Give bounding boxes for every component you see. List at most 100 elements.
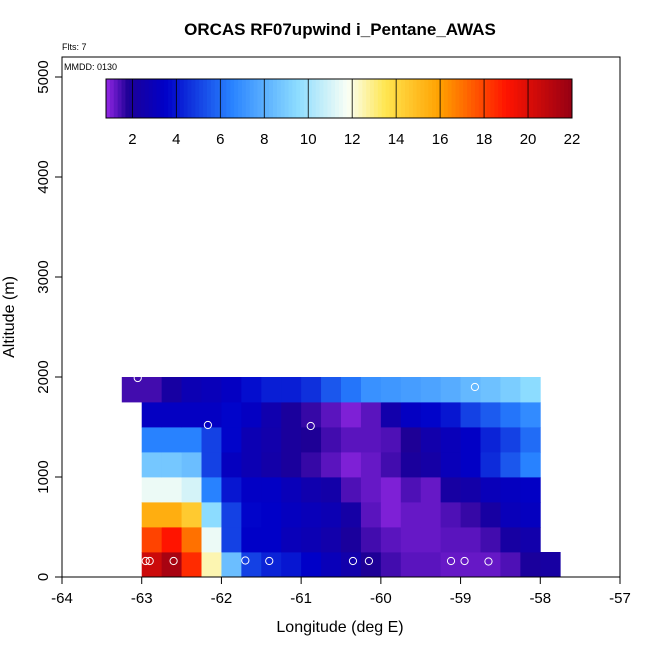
heatmap-cell — [281, 477, 302, 503]
colorbar-tick-label: 6 — [216, 131, 224, 148]
heatmap-cell — [301, 527, 322, 553]
heatmap-cell — [480, 527, 501, 553]
colorbar-segment — [172, 79, 177, 118]
heatmap-cell — [321, 477, 342, 503]
colorbar-segment — [261, 79, 266, 118]
sample-point — [306, 421, 315, 431]
colorbar-segment — [292, 79, 297, 118]
heatmap-cell — [420, 452, 442, 478]
heatmap-cell — [141, 377, 163, 403]
colorbar-segment — [544, 79, 550, 118]
heatmap-cell — [440, 402, 461, 428]
colorbar-segment — [502, 79, 507, 118]
colorbar-segment — [331, 79, 336, 118]
colorbar-segment — [140, 79, 146, 118]
heatmap-cell — [161, 477, 182, 503]
colorbar-segment — [381, 79, 387, 118]
sample-point — [265, 556, 274, 566]
y-tick-label: 1000 — [35, 460, 52, 493]
heatmap-cell — [201, 527, 222, 553]
colorbar-segment — [467, 79, 472, 118]
heatmap-cell — [360, 377, 382, 403]
chart-title: ORCAS RF07upwind i_Pentane_AWAS — [184, 20, 496, 39]
heatmap-cell — [121, 377, 143, 403]
heatmap-cell — [201, 502, 222, 528]
heatmap-cell — [321, 377, 342, 403]
heatmap-cell — [321, 452, 342, 478]
heatmap-cell — [201, 402, 222, 428]
sample-point — [348, 556, 358, 566]
colorbar-segment — [203, 79, 208, 118]
heatmap-cell — [500, 377, 521, 403]
colorbar-segment — [179, 79, 185, 118]
colorbar-segment — [393, 79, 398, 118]
heatmap-cell — [201, 427, 222, 453]
colorbar-segment — [451, 79, 456, 118]
sample-point — [364, 556, 373, 566]
colorbar-segment — [373, 79, 379, 118]
heatmap-cell — [420, 377, 442, 403]
heatmap-cell — [480, 377, 501, 403]
colorbar-segment — [257, 79, 262, 118]
heatmap-cell — [181, 477, 202, 503]
sample-point — [446, 556, 456, 566]
colorbar-tick-label: 2 — [128, 131, 136, 148]
heatmap-cell — [460, 527, 481, 553]
colorbar-segment — [521, 79, 526, 118]
x-axis-label: Longitude (deg E) — [276, 619, 403, 636]
colorbar-segment — [238, 79, 243, 118]
heatmap-cell — [181, 552, 202, 578]
colorbar-segment — [195, 79, 200, 118]
date-annotation: MMDD: 0130 — [64, 62, 117, 72]
heatmap-cell — [440, 477, 461, 503]
heatmap-cell — [360, 452, 382, 478]
heatmap-cell — [400, 502, 422, 528]
colorbar-tick-label: 22 — [564, 131, 581, 148]
sample-point — [133, 373, 142, 383]
colorbar-segment — [447, 79, 453, 118]
heatmap-cell — [201, 452, 222, 478]
colorbar-segment — [121, 79, 126, 118]
heatmap-cell — [141, 477, 163, 503]
heatmap-cell — [400, 377, 422, 403]
colorbar-segment — [540, 79, 546, 118]
colorbar-segment — [486, 79, 491, 118]
colorbar-segment — [335, 79, 340, 118]
colorbar-segment — [416, 79, 422, 118]
heatmap-cell — [281, 552, 302, 578]
heatmap-cell — [241, 552, 262, 578]
heatmap-cell — [341, 452, 362, 478]
heatmap-cell — [281, 402, 302, 428]
heatmap-cell — [500, 552, 521, 578]
heatmap-cell — [341, 402, 362, 428]
colorbar-segment — [560, 79, 565, 118]
heatmap-cell — [400, 452, 422, 478]
heatmap-cell — [261, 527, 282, 553]
colorbar-segment — [478, 79, 484, 118]
heatmap-cell — [400, 477, 422, 503]
colorbar-segment — [463, 79, 468, 118]
colorbar-segment — [358, 79, 363, 118]
heatmap-cell — [241, 427, 262, 453]
colorbar-segment — [253, 79, 258, 118]
heatmap-cell — [221, 402, 242, 428]
colorbar-segment — [226, 79, 231, 118]
colorbar-segment — [370, 79, 375, 118]
colorbar-segment — [304, 79, 309, 118]
colorbar-segment — [183, 79, 189, 118]
heatmap-cell — [341, 377, 362, 403]
colorbar-segment — [389, 79, 394, 118]
x-tick-label: -59 — [450, 590, 472, 607]
heatmap-cell — [420, 527, 442, 553]
heatmap-cell — [161, 402, 182, 428]
colorbar-segment — [109, 79, 115, 118]
colorbar-segment — [385, 79, 390, 118]
colorbar-segment — [265, 79, 270, 118]
colorbar-segment — [548, 79, 554, 118]
y-axis: 0 1000 2000 3000 4000 5000 — [35, 60, 62, 581]
heatmap-cell — [380, 552, 402, 578]
heatmap-cell — [301, 452, 322, 478]
heatmap-cell — [480, 477, 501, 503]
heatmap-cell — [261, 502, 282, 528]
colorbar-segment — [191, 79, 196, 118]
